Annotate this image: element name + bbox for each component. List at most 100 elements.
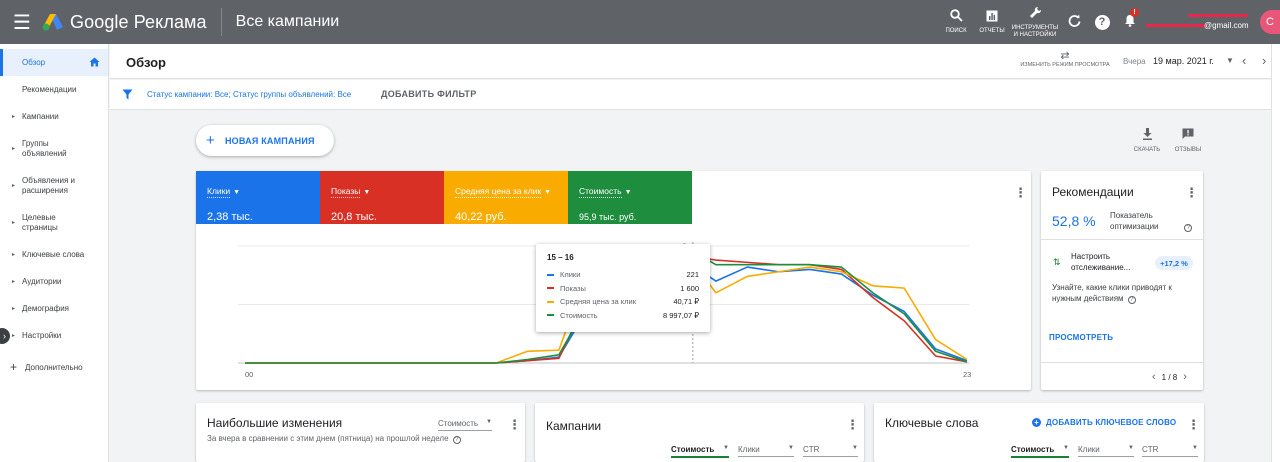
metric-select[interactable]: Стоимость ▼ <box>438 419 492 431</box>
reports-tool-label: ОТЧЕТЫ <box>979 27 1005 34</box>
tooltip-row-label: Клики <box>560 270 581 280</box>
dropdown-icon: ▼ <box>852 445 858 451</box>
chevron-left-icon[interactable]: ‹ <box>1242 53 1247 68</box>
more-vert-icon[interactable]: ⋮ <box>1187 417 1200 432</box>
sidebar-item-demographics[interactable]: ▸ Демография <box>0 295 108 322</box>
divider <box>1041 362 1203 363</box>
column-select-ctr[interactable]: CTR ▼ <box>803 445 858 457</box>
metric-tile-clicks[interactable]: Клики ▼ 2,38 тыс. <box>196 171 320 224</box>
collapse-sidebar-icon[interactable]: › <box>0 328 10 344</box>
sidebar-item-settings[interactable]: ▸ Настройки <box>0 322 108 349</box>
dropdown-icon: ▼ <box>1192 445 1198 451</box>
google-ads-logo-icon <box>42 14 63 31</box>
tooltip-row-label: Стоимость <box>560 310 598 320</box>
metric-value: 2,38 тыс. <box>207 211 253 223</box>
recommendations-card: Рекомендации ⋮ 52,8 % Показатель оптимиз… <box>1041 171 1203 390</box>
page-heading: Все кампании <box>235 13 340 30</box>
product-name: Google Реклама <box>70 11 207 32</box>
sidebar-item-overview[interactable]: Обзор <box>0 49 108 76</box>
recommendations-title: Рекомендации <box>1052 185 1134 199</box>
product-logo[interactable]: Google Реклама <box>42 12 207 33</box>
metric-tile-cost[interactable]: Стоимость ▼ 95,9 тыс. руб. <box>568 171 692 224</box>
hamburger-menu-icon[interactable]: ☰ <box>13 11 31 34</box>
plus-icon: + <box>10 360 18 374</box>
metric-tile-avg-cpc[interactable]: Средняя цена за клик ▼ 40,22 руб. <box>444 171 568 224</box>
notifications-button[interactable]: ! <box>1116 0 1144 44</box>
tools-settings-tool[interactable]: ИНСТРУМЕНТЫ И НАСТРОЙКИ <box>1010 0 1060 44</box>
column-select-value: Стоимость <box>671 445 715 454</box>
refresh-button[interactable] <box>1060 0 1088 44</box>
tooltip-row: Показы 1 600 <box>547 282 699 296</box>
add-keyword-label: ДОБАВИТЬ КЛЮЧЕВОЕ СЛОВО <box>1046 418 1177 427</box>
column-select-clicks[interactable]: Клики ▼ <box>1078 445 1134 457</box>
sidebar-item-label: Группы объявлений <box>22 138 67 158</box>
plus-icon: + <box>206 132 215 149</box>
column-select-cost[interactable]: Стоимость ▼ <box>671 445 729 458</box>
metric-name: Средняя цена за клик <box>455 186 542 198</box>
add-keyword-button[interactable]: + ДОБАВИТЬ КЛЮЧЕВОЕ СЛОВО <box>1032 418 1176 427</box>
help-icon[interactable]: ? <box>1127 296 1136 304</box>
avatar[interactable]: С <box>1260 10 1280 34</box>
sidebar-item-label: Демография <box>22 304 70 313</box>
search-tool[interactable]: ПОИСК <box>938 0 974 44</box>
new-campaign-button[interactable]: + НОВАЯ КАМПАНИЯ <box>196 125 334 156</box>
column-select-value: CTR <box>1142 445 1159 454</box>
optimization-score-label: Показатель оптимизации ? <box>1110 210 1193 232</box>
conversion-tracking-icon: ⇅ <box>1053 257 1061 267</box>
view-mode-label: ИЗМЕНИТЬ РЕЖИМ ПРОСМОТРА <box>1020 62 1110 68</box>
recommendation-item[interactable]: Настроить отслеживание... <box>1071 252 1131 272</box>
sidebar-item-keywords[interactable]: ▸ Ключевые слова <box>0 241 108 268</box>
filter-icon[interactable] <box>122 89 133 100</box>
more-vert-icon[interactable]: ⋮ <box>846 417 859 432</box>
column-select-clicks[interactable]: Клики ▼ <box>738 445 794 457</box>
help-icon[interactable]: ? <box>452 436 461 444</box>
dropdown-icon: ▼ <box>1063 445 1069 451</box>
chevron-right-icon[interactable]: › <box>1183 371 1187 383</box>
download-button[interactable]: СКАЧАТЬ <box>1129 128 1165 153</box>
tooltip-row: Стоимость 8 997,07 ₽ <box>547 309 699 323</box>
view-mode-toggle[interactable]: ⇄ ИЗМЕНИТЬ РЕЖИМ ПРОСМОТРА <box>1015 50 1115 68</box>
help-button[interactable]: ? <box>1088 0 1116 44</box>
chevron-left-icon[interactable]: ‹ <box>1152 371 1156 383</box>
sidebar-item-campaigns[interactable]: ▸ Кампании <box>0 103 108 130</box>
active-filters[interactable]: Статус кампании: Все; Статус группы объя… <box>147 90 352 99</box>
column-select-cost[interactable]: Стоимость ▼ <box>1011 445 1069 458</box>
more-vert-icon[interactable]: ⋮ <box>1014 185 1027 200</box>
sidebar-item-ad-groups[interactable]: ▸ Группы объявлений <box>0 130 108 167</box>
chevron-right-icon[interactable]: › <box>1262 53 1267 68</box>
sidebar-more[interactable]: + Дополнительно <box>0 355 108 379</box>
x-tick-label: 23 <box>963 370 971 379</box>
more-vert-icon[interactable]: ⋮ <box>508 417 521 432</box>
recommendation-description: Узнайте, какие клики приводят к нужным д… <box>1052 282 1197 304</box>
metric-tile-impressions[interactable]: Показы ▼ 20,8 тыс. <box>320 171 444 224</box>
sidebar-item-ads-extensions[interactable]: ▸ Объявления и расширения <box>0 167 108 204</box>
legend-swatch <box>547 300 554 303</box>
reports-tool[interactable]: ОТЧЕТЫ <box>974 0 1010 44</box>
view-recommendations-button[interactable]: ПРОСМОТРЕТЬ <box>1049 333 1114 342</box>
sidebar-item-recommendations[interactable]: Рекомендации <box>0 76 108 103</box>
feedback-button[interactable]: ОТЗЫВЫ <box>1170 128 1206 153</box>
column-select-ctr[interactable]: CTR ▼ <box>1142 445 1198 457</box>
swap-icon: ⇄ <box>1060 50 1070 62</box>
optimization-score-label-text: Показатель оптимизации <box>1110 211 1159 231</box>
more-vert-icon[interactable]: ⋮ <box>1185 185 1198 200</box>
filter-bar: Статус кампании: Все; Статус группы объя… <box>110 80 1280 110</box>
sidebar-item-audiences[interactable]: ▸ Аудитории <box>0 268 108 295</box>
caret-right-icon: ▸ <box>12 252 16 258</box>
date-range-value[interactable]: 19 мар. 2021 г. <box>1153 56 1214 66</box>
metric-name: Показы <box>331 186 361 198</box>
column-select-value: Клики <box>1078 445 1100 454</box>
help-icon[interactable]: ? <box>1184 224 1193 232</box>
dropdown-icon: ▼ <box>363 189 371 196</box>
new-campaign-label: НОВАЯ КАМПАНИЯ <box>224 135 315 146</box>
add-filter-button[interactable]: ДОБАВИТЬ ФИЛЬТР <box>381 89 477 99</box>
scrollbar-track[interactable] <box>1271 44 1280 462</box>
tooltip-row-label: Средняя цена за клик <box>560 297 637 307</box>
account-switcher[interactable]: @gmail.com <box>1144 0 1260 44</box>
sidebar-item-landing-pages[interactable]: ▸ Целевые страницы <box>0 204 108 241</box>
reports-icon <box>986 10 998 26</box>
date-dropdown-icon[interactable]: ▼ <box>1226 56 1234 65</box>
dropdown-icon: ▼ <box>544 189 552 196</box>
search-icon <box>949 9 963 26</box>
redacted-email <box>1146 24 1206 27</box>
